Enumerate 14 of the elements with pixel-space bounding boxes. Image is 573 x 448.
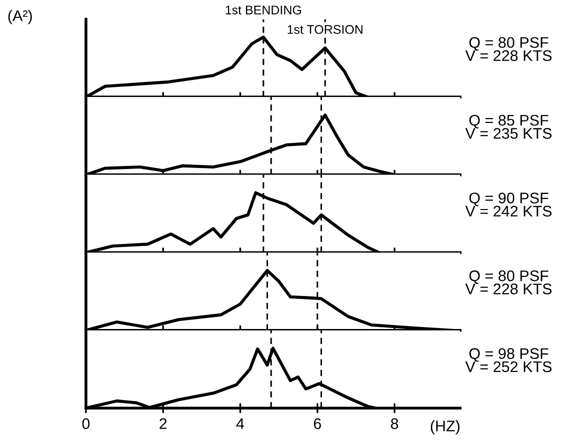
x-tick-label: 4	[236, 418, 244, 429]
x-tick-label: 8	[390, 418, 398, 430]
ref-line-label: 1st TORSION	[288, 25, 362, 34]
ref-line-label: 1st BENDING	[226, 6, 302, 14]
text: Q = 80 PSF V = 228 KTS	[465, 270, 552, 294]
x-tick-label: 2	[160, 418, 167, 429]
y-axis-title: (A²)	[8, 10, 32, 24]
text: Q = 98 PSF V = 252 KTS	[465, 348, 552, 372]
text: Q = 80 PSF V = 228 KTS	[465, 37, 552, 62]
x-axis-title: (HZ)	[430, 420, 460, 434]
x-tick-label: 6	[314, 418, 321, 430]
x-tick-label: 0	[82, 418, 90, 430]
text: Q = 85 PSF V = 235 KTS	[465, 114, 552, 139]
text: Q = 90 PSF V = 242 KTS	[465, 192, 552, 217]
